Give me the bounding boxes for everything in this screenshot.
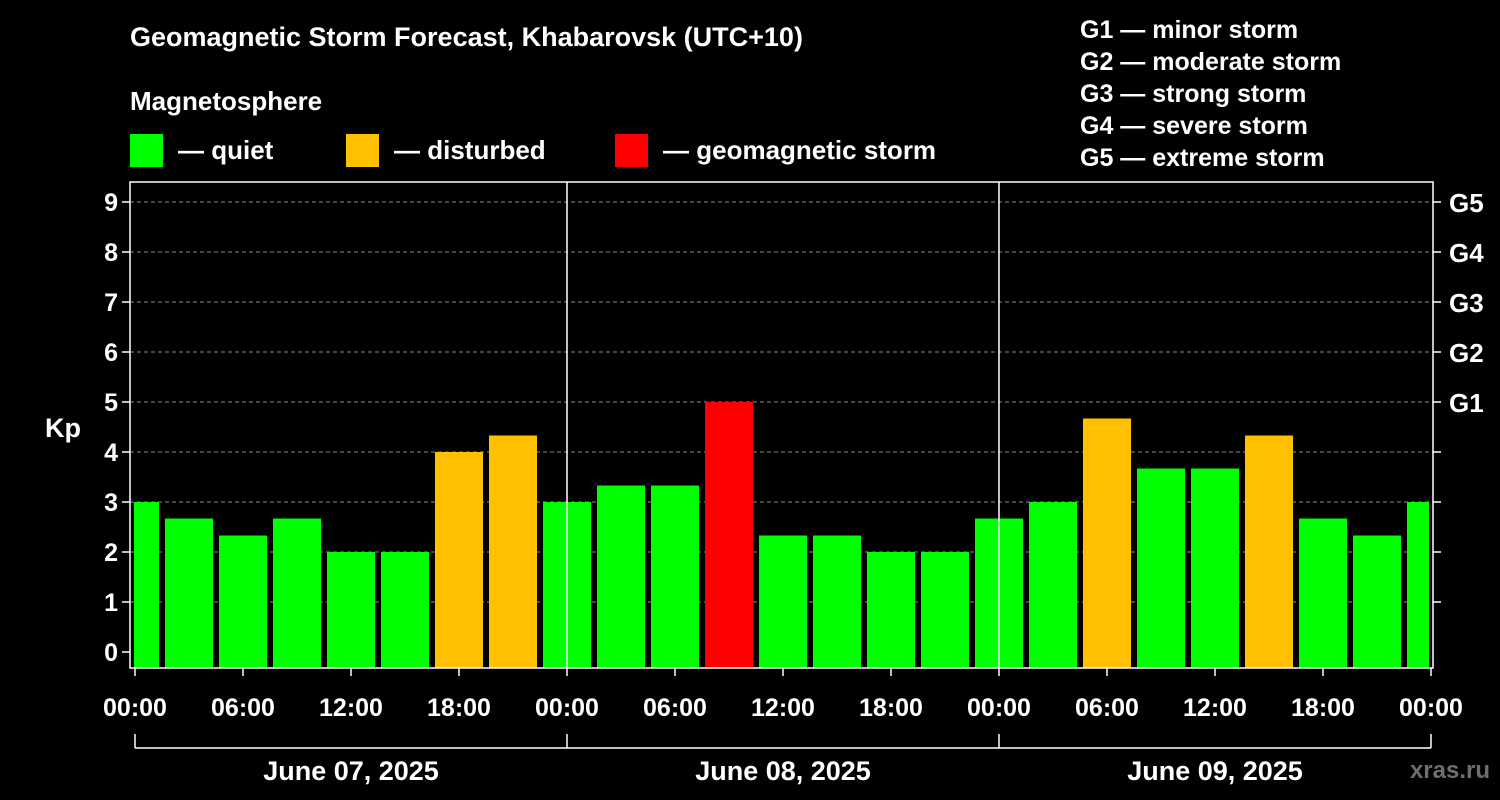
kp-bar (489, 435, 537, 668)
y-tick-label: 6 (104, 339, 118, 367)
g-level-label: G1 (1449, 388, 1484, 418)
y-tick-label: 1 (104, 589, 118, 617)
y-tick-label: 2 (104, 539, 118, 567)
x-tick-label: 00:00 (967, 694, 1031, 722)
y-tick-label: 8 (104, 239, 118, 267)
g-level-label: G2 (1449, 338, 1484, 368)
date-label: June 07, 2025 (263, 756, 439, 786)
kp-bar (651, 485, 699, 668)
kp-bar (1191, 468, 1239, 668)
kp-bar (1353, 535, 1401, 668)
legend-swatch-storm (615, 133, 648, 167)
legend-item-quiet: — quiet (130, 133, 273, 167)
kp-bar (597, 485, 645, 668)
kp-bar (134, 502, 159, 668)
storm-scale-g2: G2 — moderate storm (1080, 48, 1342, 76)
x-tick-label: 00:00 (535, 694, 599, 722)
x-tick-label: 06:00 (643, 694, 707, 722)
kp-bar (759, 535, 807, 668)
x-tick-label: 12:00 (751, 694, 815, 722)
storm-scale-g1: G1 — minor storm (1080, 16, 1299, 44)
g-level-label: G4 (1449, 238, 1484, 268)
kp-bar (705, 402, 753, 668)
x-tick-label: 18:00 (859, 694, 923, 722)
kp-bar (219, 535, 267, 668)
legend-swatch-disturbed (346, 133, 379, 167)
kp-bar (327, 552, 375, 668)
storm-scale-g3: G3 — strong storm (1080, 80, 1307, 108)
legend-heading: Magnetosphere (130, 86, 323, 116)
kp-bar (813, 535, 861, 668)
x-tick-label: 18:00 (1291, 694, 1355, 722)
y-tick-label: 7 (104, 289, 118, 317)
storm-scale-g5: G5 — extreme storm (1080, 144, 1325, 172)
legend-label-quiet: — quiet (178, 134, 274, 165)
legend-label-disturbed: — disturbed (394, 134, 546, 165)
y-tick-label: 9 (104, 189, 118, 217)
kp-bar (921, 552, 969, 668)
kp-bar (1029, 502, 1077, 668)
kp-bar (1299, 518, 1347, 668)
g-level-label: G3 (1449, 288, 1484, 318)
plot-frame (129, 181, 1434, 669)
storm-scale-legend: G1 — minor storm G2 — moderate storm G3 … (1080, 14, 1341, 174)
kp-bar (1245, 435, 1293, 668)
watermark: xras.ru (1409, 757, 1490, 784)
kp-bar (273, 518, 321, 668)
chart-title: Geomagnetic Storm Forecast, Khabarovsk (… (130, 22, 803, 52)
kp-bar (1407, 502, 1429, 668)
x-tick-label: 12:00 (1183, 694, 1247, 722)
x-tick-label: 18:00 (427, 694, 491, 722)
kp-bar (381, 552, 429, 668)
date-label: June 08, 2025 (695, 756, 871, 786)
kp-bar (1137, 468, 1185, 668)
kp-bar (435, 452, 483, 668)
legend-swatch-quiet (130, 133, 163, 167)
storm-scale-g4: G4 — severe storm (1080, 112, 1308, 140)
x-tick-label: 00:00 (1399, 694, 1463, 722)
y-tick-label: 3 (104, 489, 118, 517)
y-axis-label: Kp (45, 413, 81, 443)
x-tick-label: 06:00 (1075, 694, 1139, 722)
legend-item-storm: — geomagnetic storm (615, 133, 936, 167)
y-tick-label: 4 (104, 439, 118, 467)
x-tick-label: 06:00 (211, 694, 275, 722)
legend-item-disturbed: — disturbed (346, 133, 546, 167)
date-label: June 09, 2025 (1127, 756, 1303, 786)
kp-bar (867, 552, 915, 668)
kp-bar (165, 518, 213, 668)
g-level-label: G5 (1449, 188, 1484, 218)
kp-bar (1083, 418, 1131, 668)
y-tick-label: 0 (104, 639, 118, 667)
legend-label-storm: — geomagnetic storm (663, 134, 937, 165)
x-tick-label: 00:00 (103, 694, 167, 722)
y-tick-label: 5 (104, 389, 118, 417)
x-tick-label: 12:00 (319, 694, 383, 722)
